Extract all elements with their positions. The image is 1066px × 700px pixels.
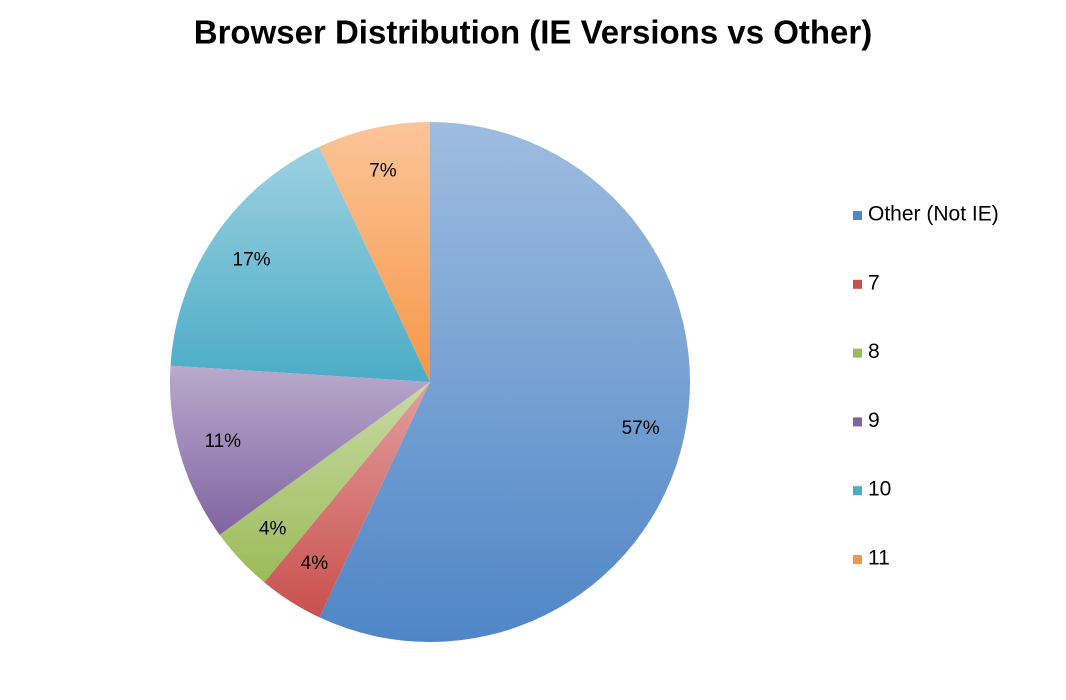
legend-label: 11 (868, 547, 890, 570)
data-label: 11% (204, 431, 241, 452)
legend-marker (853, 486, 862, 496)
legend-marker (853, 279, 862, 289)
data-label: 7% (369, 160, 397, 181)
legend-label: 9 (868, 409, 880, 432)
pie-slice (170, 365, 430, 535)
legend-marker (853, 348, 862, 358)
chart-title: Browser Distribution (IE Versions vs Oth… (194, 14, 872, 51)
data-label: 17% (233, 250, 271, 271)
pie-slice (219, 382, 430, 583)
legend-marker (853, 555, 862, 564)
data-label: 57% (622, 418, 660, 439)
pie-slice (319, 122, 691, 642)
legend-marker (853, 211, 862, 220)
legend-label: 7 (868, 271, 880, 294)
pie-slice (319, 122, 430, 382)
legend-label: 8 (868, 340, 880, 363)
pie-slice (170, 146, 430, 382)
legend-label: 10 (868, 478, 891, 501)
data-label: 4% (259, 519, 287, 540)
legend-marker (853, 417, 862, 427)
data-label: 4% (301, 553, 329, 574)
pie-slice (264, 382, 430, 618)
legend-label: Other (Not IE) (868, 203, 999, 226)
